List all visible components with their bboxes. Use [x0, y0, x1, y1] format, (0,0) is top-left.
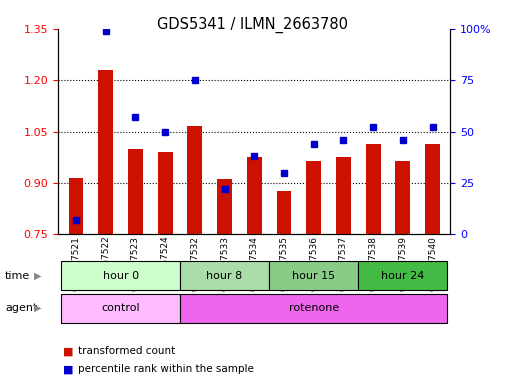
Bar: [394, 161, 410, 234]
Bar: [246, 157, 261, 234]
Text: ■: ■: [63, 346, 74, 356]
Text: hour 24: hour 24: [380, 270, 424, 281]
Text: ▶: ▶: [34, 303, 41, 313]
Bar: [180, 294, 446, 323]
Bar: [61, 294, 180, 323]
Bar: [69, 178, 83, 234]
Bar: [158, 152, 172, 234]
Text: rotenone: rotenone: [288, 303, 338, 313]
Text: transformed count: transformed count: [78, 346, 175, 356]
Text: ▶: ▶: [34, 270, 41, 281]
Text: control: control: [101, 303, 139, 313]
Text: agent: agent: [5, 303, 37, 313]
Text: percentile rank within the sample: percentile rank within the sample: [78, 364, 254, 374]
Text: hour 0: hour 0: [103, 270, 138, 281]
Bar: [335, 157, 350, 234]
Text: hour 15: hour 15: [291, 270, 335, 281]
Bar: [424, 144, 439, 234]
Text: time: time: [5, 270, 30, 281]
Text: hour 8: hour 8: [206, 270, 242, 281]
Bar: [358, 261, 446, 290]
Bar: [306, 161, 321, 234]
Bar: [269, 261, 358, 290]
Bar: [61, 261, 180, 290]
Bar: [180, 261, 269, 290]
Bar: [276, 192, 291, 234]
Bar: [217, 179, 231, 234]
Text: ■: ■: [63, 364, 74, 374]
Text: GDS5341 / ILMN_2663780: GDS5341 / ILMN_2663780: [157, 17, 348, 33]
Bar: [128, 149, 142, 234]
Bar: [187, 126, 202, 234]
Bar: [98, 70, 113, 234]
Bar: [365, 144, 380, 234]
